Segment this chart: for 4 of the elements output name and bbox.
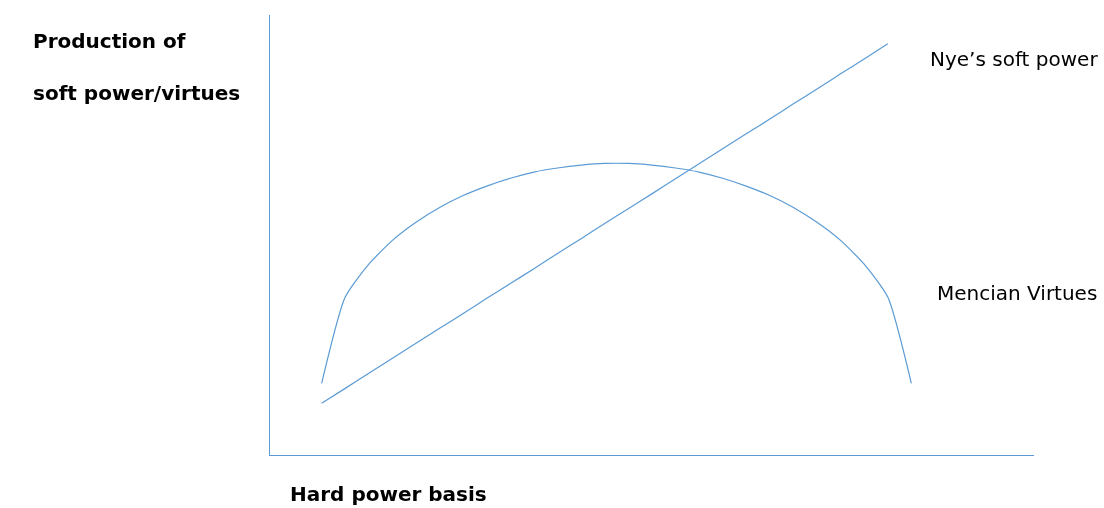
x-axis-title: Hard power basis [290,482,487,506]
text: Nye’s soft power [930,47,1099,71]
text: Production of soft power/virtues [33,29,241,105]
text: Mencian Virtues [937,281,1098,305]
